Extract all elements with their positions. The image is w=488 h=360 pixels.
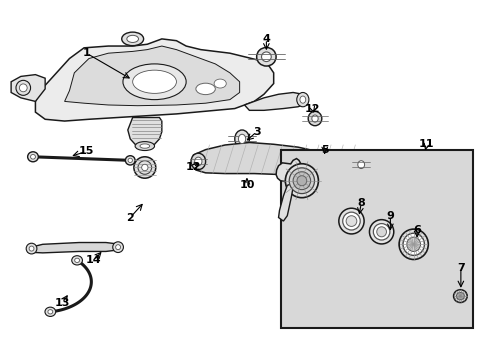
Polygon shape	[64, 46, 239, 106]
Ellipse shape	[456, 293, 463, 300]
Ellipse shape	[122, 32, 143, 46]
Ellipse shape	[134, 157, 156, 178]
Ellipse shape	[342, 212, 360, 230]
Polygon shape	[28, 243, 120, 253]
Ellipse shape	[30, 154, 35, 159]
Polygon shape	[276, 158, 300, 181]
Ellipse shape	[116, 245, 120, 249]
Ellipse shape	[72, 256, 82, 265]
Ellipse shape	[406, 237, 420, 251]
Ellipse shape	[285, 164, 318, 198]
Ellipse shape	[113, 242, 123, 252]
Text: 1: 1	[82, 48, 90, 58]
Polygon shape	[244, 93, 307, 111]
Ellipse shape	[28, 152, 38, 162]
Polygon shape	[191, 143, 358, 177]
Text: 11: 11	[418, 139, 434, 149]
Text: 3: 3	[252, 127, 260, 137]
Text: 14: 14	[86, 255, 102, 265]
Ellipse shape	[346, 216, 356, 226]
Ellipse shape	[296, 93, 308, 107]
Ellipse shape	[20, 84, 27, 92]
Ellipse shape	[234, 130, 249, 148]
Text: 13: 13	[54, 298, 70, 308]
Ellipse shape	[307, 111, 321, 126]
Text: 6: 6	[412, 225, 420, 235]
Ellipse shape	[140, 144, 149, 148]
Ellipse shape	[48, 310, 53, 314]
Polygon shape	[127, 117, 162, 146]
Ellipse shape	[338, 208, 364, 234]
Polygon shape	[11, 75, 45, 102]
Ellipse shape	[29, 246, 34, 251]
Ellipse shape	[191, 153, 205, 170]
Ellipse shape	[142, 164, 148, 171]
Ellipse shape	[135, 141, 154, 150]
Text: 5: 5	[320, 145, 328, 155]
Text: 8: 8	[357, 198, 365, 208]
Ellipse shape	[196, 83, 215, 95]
Ellipse shape	[369, 220, 393, 244]
Ellipse shape	[311, 115, 318, 122]
Ellipse shape	[194, 157, 202, 166]
Text: 4: 4	[262, 34, 270, 44]
Ellipse shape	[238, 134, 245, 144]
Polygon shape	[278, 184, 292, 221]
Text: 12: 12	[185, 162, 201, 172]
Ellipse shape	[357, 161, 364, 168]
Ellipse shape	[402, 233, 424, 255]
Text: 2: 2	[126, 212, 134, 222]
Ellipse shape	[214, 79, 226, 88]
Ellipse shape	[128, 158, 132, 162]
Ellipse shape	[376, 227, 386, 237]
Ellipse shape	[75, 258, 80, 262]
Ellipse shape	[353, 157, 368, 173]
Ellipse shape	[292, 172, 310, 190]
Text: 12: 12	[304, 104, 320, 113]
Ellipse shape	[45, 307, 56, 316]
Ellipse shape	[299, 96, 305, 103]
Ellipse shape	[256, 48, 276, 66]
Ellipse shape	[132, 70, 176, 93]
Ellipse shape	[125, 156, 135, 165]
Ellipse shape	[398, 229, 427, 260]
Text: 15: 15	[79, 147, 94, 157]
Ellipse shape	[122, 64, 186, 100]
Ellipse shape	[26, 243, 37, 254]
Bar	[281, 150, 472, 328]
Ellipse shape	[453, 290, 466, 302]
Ellipse shape	[296, 176, 306, 186]
Ellipse shape	[288, 168, 314, 194]
Ellipse shape	[261, 52, 271, 62]
Text: 10: 10	[239, 180, 254, 190]
Ellipse shape	[16, 80, 30, 95]
Text: 9: 9	[386, 211, 393, 221]
Ellipse shape	[138, 161, 151, 174]
Ellipse shape	[126, 35, 138, 42]
Text: 7: 7	[456, 262, 464, 273]
Ellipse shape	[372, 224, 389, 240]
Polygon shape	[35, 39, 273, 121]
